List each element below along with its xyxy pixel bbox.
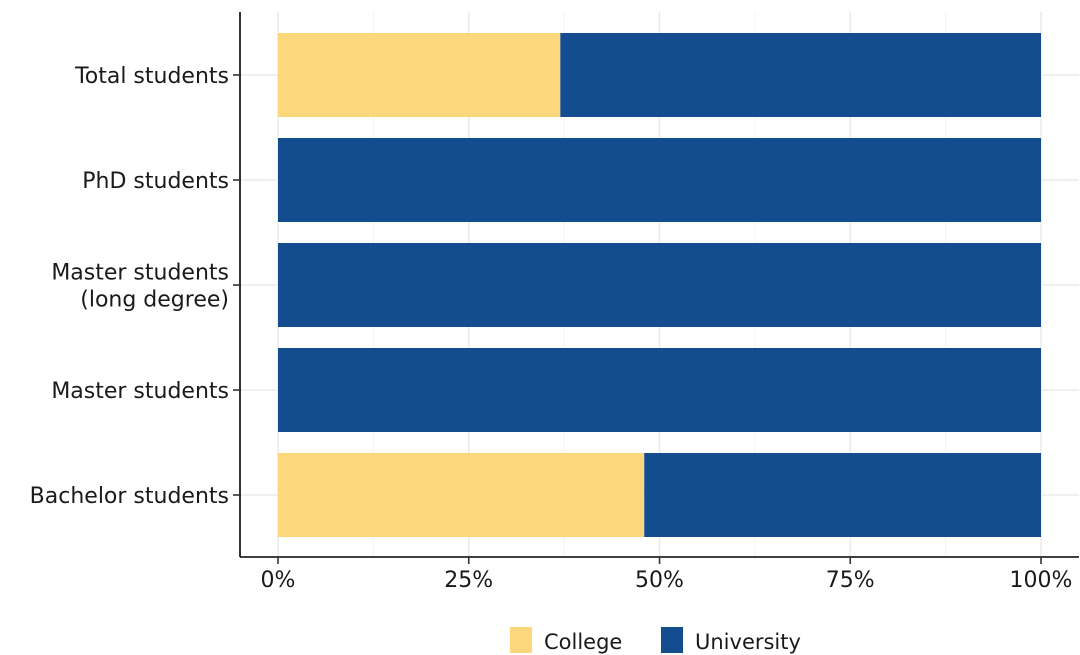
legend-label-university: University xyxy=(695,630,801,654)
x-tick-label: 100% xyxy=(1010,568,1073,593)
bar-college-4 xyxy=(278,33,561,117)
x-axis-ticks: 0% 25% 50% 75% 100% xyxy=(261,557,1073,593)
bar-university-1 xyxy=(278,348,1041,432)
bar-college-0 xyxy=(278,453,645,537)
y-tick-label: PhD students xyxy=(82,169,229,194)
legend-key-university xyxy=(661,627,683,653)
y-tick-label: Bachelor students xyxy=(30,484,229,509)
bars xyxy=(278,33,1041,537)
x-tick-label: 0% xyxy=(261,568,296,593)
bar-university-3 xyxy=(278,138,1041,222)
legend: College University xyxy=(510,627,801,654)
y-tick-label: Master students (long degree) xyxy=(51,261,229,313)
x-tick-label: 25% xyxy=(444,568,493,593)
y-axis-ticks: Bachelor students Master students Master s… xyxy=(30,64,240,509)
y-tick-label: Master students xyxy=(51,379,229,404)
x-tick-label: 75% xyxy=(826,568,875,593)
bar-university-0 xyxy=(644,453,1041,537)
x-tick-label: 50% xyxy=(635,568,684,593)
bar-university-2 xyxy=(278,243,1041,327)
legend-key-college xyxy=(510,627,532,653)
bar-university-4 xyxy=(560,33,1041,117)
y-tick-label: Total students xyxy=(74,64,229,89)
legend-label-college: College xyxy=(544,630,622,654)
